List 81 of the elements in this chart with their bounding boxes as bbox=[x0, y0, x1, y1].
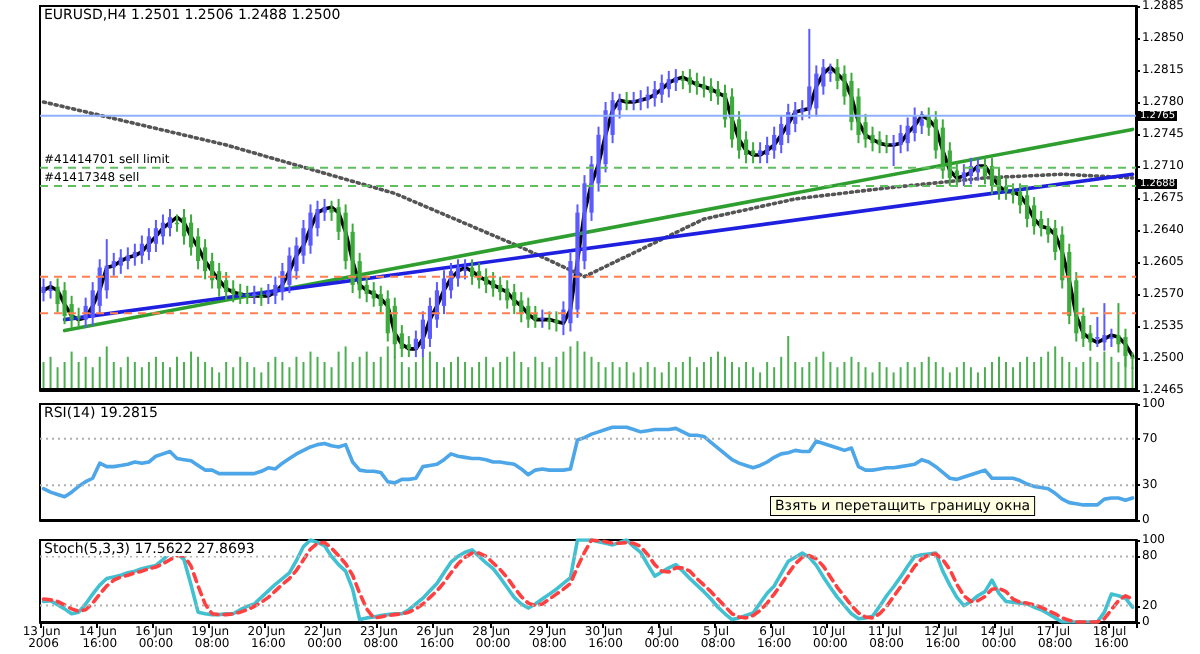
candlestick bbox=[441, 269, 447, 316]
candlestick bbox=[469, 258, 475, 286]
candlestick bbox=[807, 27, 812, 120]
candlestick bbox=[181, 207, 187, 246]
candlestick bbox=[638, 89, 643, 112]
candlestick bbox=[624, 90, 629, 112]
candlestick bbox=[153, 218, 159, 253]
candlestick bbox=[118, 248, 123, 275]
candlestick bbox=[1024, 186, 1030, 229]
candlestick bbox=[1095, 315, 1100, 349]
candlestick bbox=[772, 125, 777, 160]
line-series bbox=[41, 100, 1135, 279]
candlestick bbox=[315, 199, 320, 238]
candlestick bbox=[758, 141, 763, 165]
candlestick bbox=[687, 68, 692, 94]
candlestick bbox=[765, 135, 770, 165]
candlestick bbox=[961, 163, 966, 188]
candlestick bbox=[659, 73, 664, 104]
candlestick bbox=[1039, 209, 1044, 238]
candlestick bbox=[884, 133, 889, 155]
candlestick bbox=[273, 275, 278, 306]
candlestick bbox=[146, 227, 152, 262]
candlestick bbox=[1046, 217, 1051, 244]
candlestick bbox=[104, 238, 109, 300]
candlestick bbox=[48, 280, 53, 300]
candlestick bbox=[814, 64, 819, 118]
candlestick bbox=[55, 277, 60, 314]
candlestick bbox=[217, 261, 222, 298]
candlestick bbox=[195, 227, 201, 271]
candlestick bbox=[406, 335, 411, 359]
candlestick bbox=[540, 308, 545, 329]
candlestick bbox=[1017, 182, 1023, 215]
candlestick bbox=[491, 271, 496, 298]
candlestick bbox=[455, 258, 461, 288]
candlestick bbox=[526, 296, 531, 329]
candlestick bbox=[940, 118, 945, 180]
candlestick bbox=[512, 282, 517, 316]
candlestick bbox=[1088, 324, 1093, 352]
candlestick bbox=[139, 234, 144, 265]
candlestick bbox=[666, 69, 671, 99]
candlestick bbox=[427, 296, 433, 349]
candlestick bbox=[462, 258, 468, 281]
candlestick bbox=[97, 258, 102, 316]
candlestick bbox=[202, 238, 208, 281]
candlestick bbox=[856, 87, 861, 145]
candlestick bbox=[708, 77, 714, 103]
candlestick bbox=[252, 284, 257, 306]
candlestick bbox=[533, 304, 538, 329]
candlestick bbox=[160, 213, 166, 246]
candlestick bbox=[891, 133, 896, 167]
candlestick bbox=[905, 116, 910, 153]
candlestick bbox=[631, 90, 636, 112]
candlestick bbox=[238, 282, 243, 306]
candlestick bbox=[1032, 196, 1037, 236]
candlestick bbox=[188, 213, 194, 257]
candlestick bbox=[385, 289, 390, 343]
candlestick bbox=[41, 277, 46, 303]
candlestick bbox=[224, 271, 229, 302]
candlestick bbox=[266, 282, 271, 306]
candlestick bbox=[1109, 327, 1114, 349]
candlestick bbox=[750, 141, 756, 165]
candlestick bbox=[1003, 176, 1009, 201]
candlestick bbox=[828, 62, 833, 83]
candlestick bbox=[898, 123, 903, 155]
candlestick bbox=[919, 110, 924, 135]
candlestick bbox=[652, 79, 657, 108]
candlestick bbox=[259, 286, 264, 307]
candlestick bbox=[371, 281, 376, 308]
candlestick bbox=[498, 275, 503, 302]
candlestick bbox=[245, 284, 250, 306]
candlestick bbox=[680, 69, 685, 91]
candlestick bbox=[76, 306, 81, 327]
candlestick bbox=[1102, 302, 1107, 352]
candlestick bbox=[877, 130, 882, 155]
candlestick bbox=[167, 207, 173, 238]
candlestick bbox=[673, 68, 678, 93]
line-series bbox=[41, 538, 1135, 624]
candlestick bbox=[308, 203, 313, 255]
candlestick bbox=[779, 114, 784, 155]
candlestick bbox=[484, 267, 489, 295]
candlestick bbox=[62, 281, 67, 326]
